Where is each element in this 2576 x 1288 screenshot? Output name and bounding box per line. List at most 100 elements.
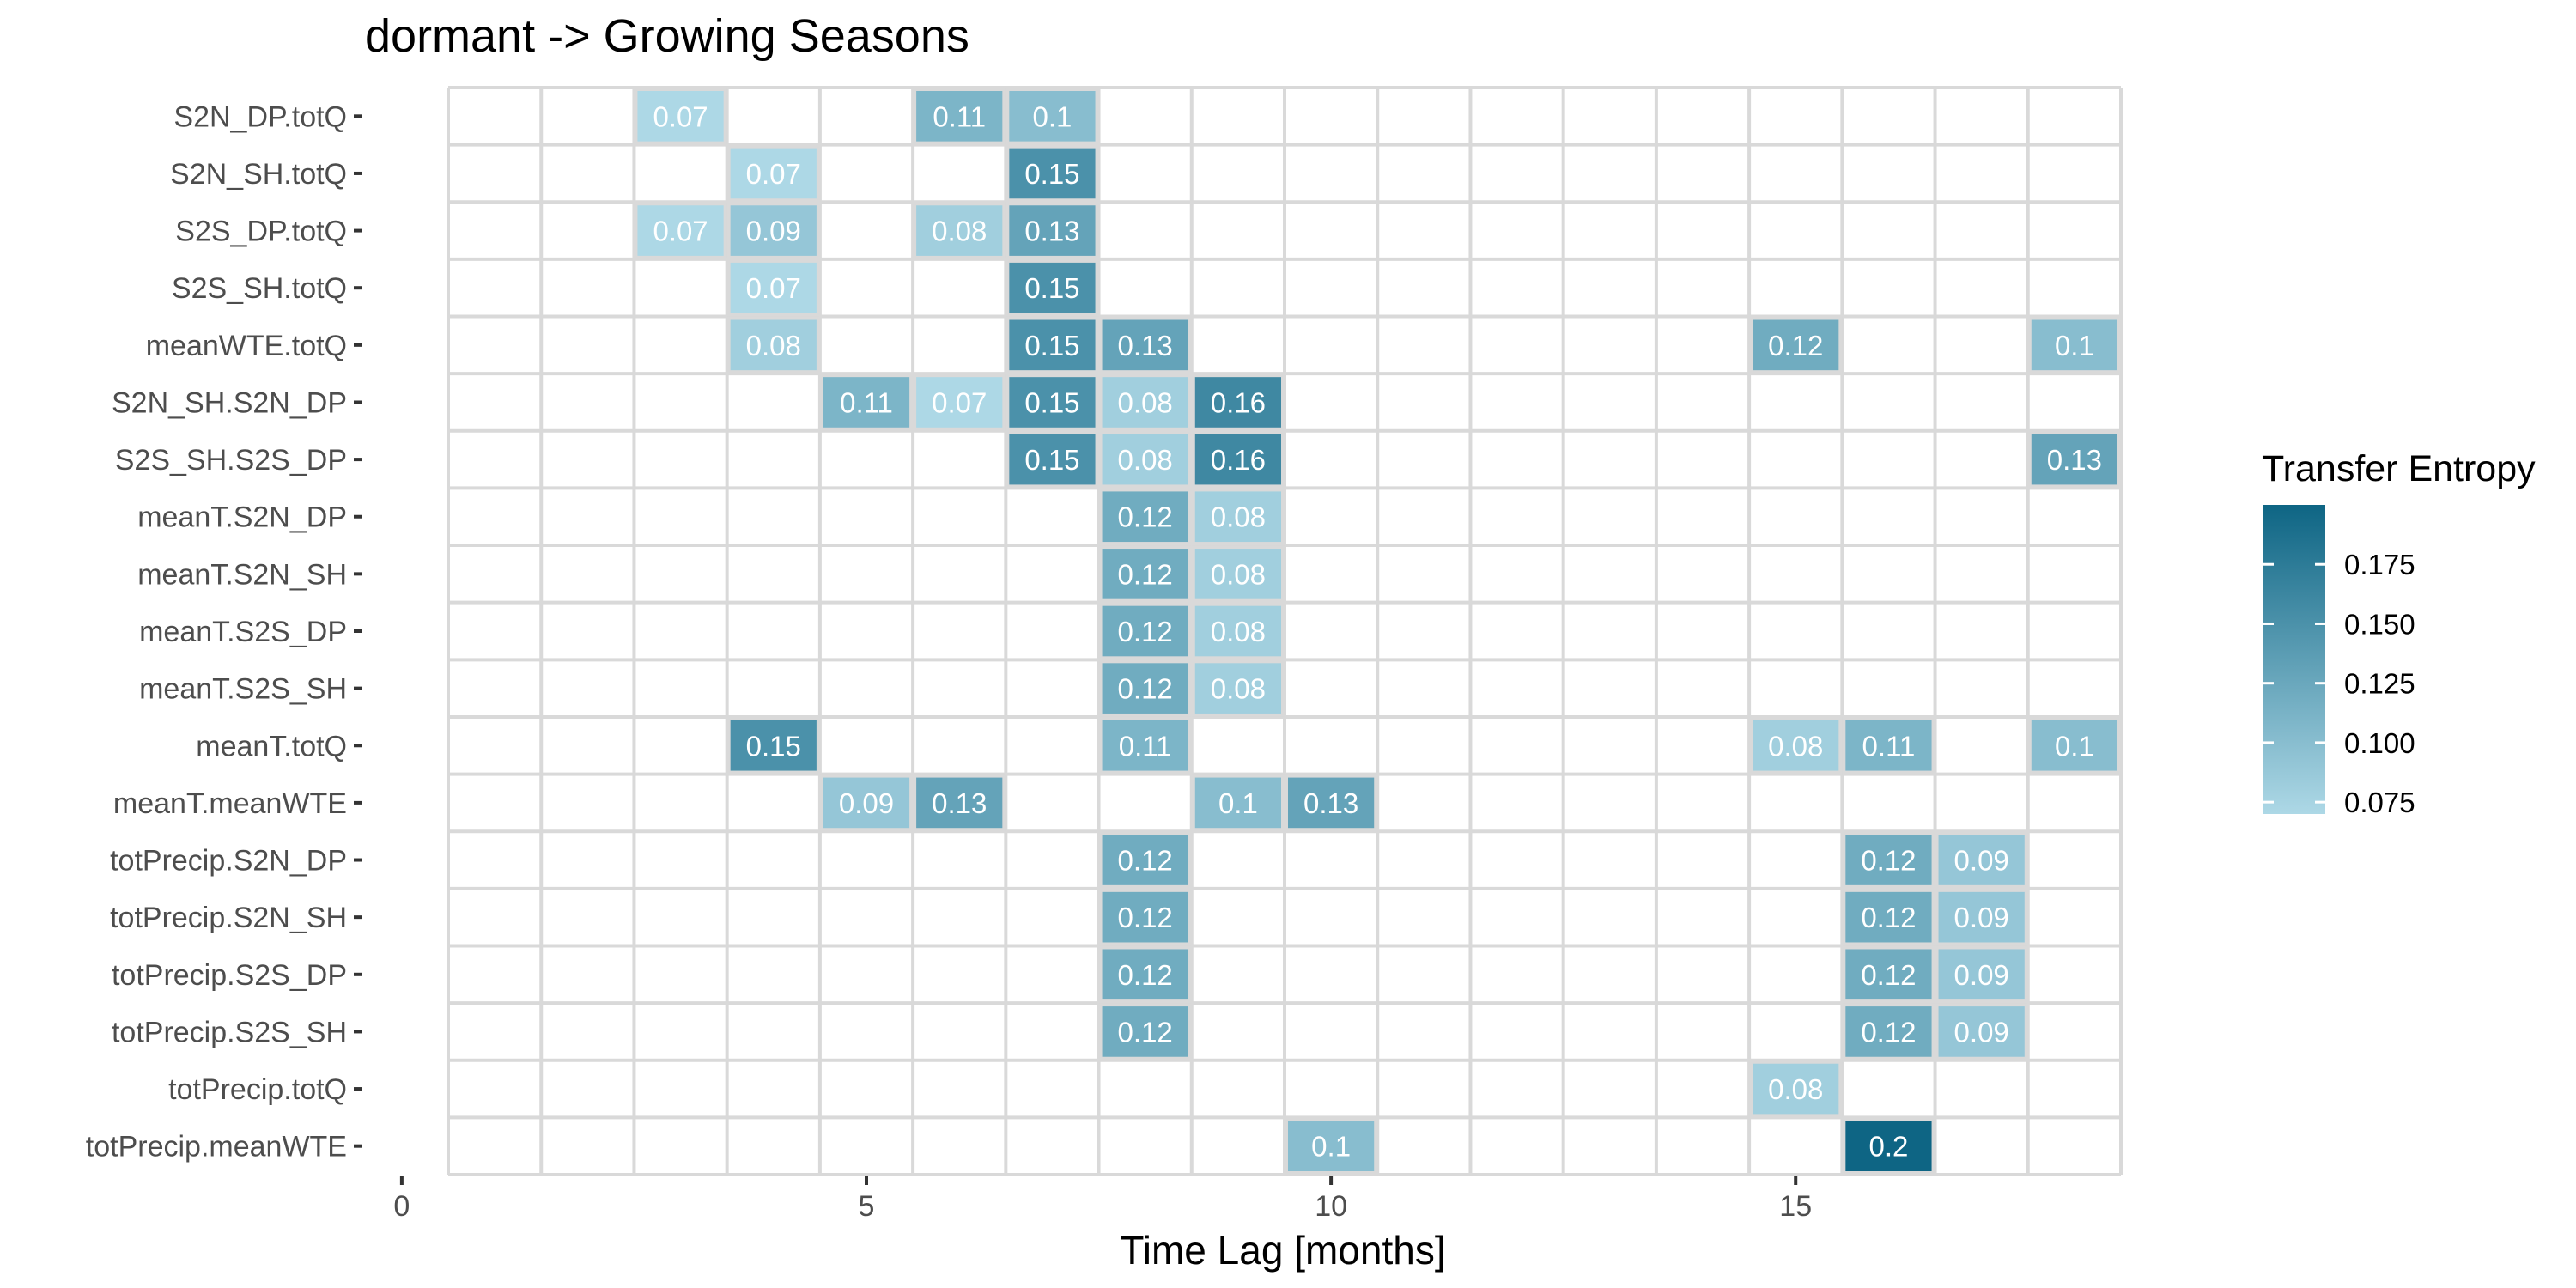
heatmap-cell [1191, 374, 1285, 431]
y-tick-label: meanWTE.totQ [146, 330, 347, 362]
heatmap-cell [1005, 430, 1099, 489]
cell-value-label: 0.15 [1024, 272, 1079, 304]
cell-value-label: 0.1 [1311, 1131, 1351, 1163]
cell-value-label: 0.08 [932, 216, 987, 247]
cell-value-label: 0.1 [1033, 100, 1072, 132]
heatmap-cell [1005, 202, 1099, 259]
heatmap-cell [1842, 945, 1935, 1004]
legend-tick-label: 0.075 [2344, 787, 2415, 818]
heatmap-cell [1191, 774, 1285, 832]
legend-tick-label: 0.175 [2344, 549, 2415, 580]
heatmap-cell [1749, 716, 1843, 775]
cell-value-label: 0.09 [1954, 1016, 2009, 1048]
heatmap-cell [819, 774, 914, 832]
cell-value-label: 0.12 [1118, 845, 1173, 877]
cell-value-label: 0.12 [1118, 558, 1173, 590]
heatmap-cell [1285, 774, 1378, 832]
cell-value-label: 0.12 [1118, 673, 1173, 705]
heatmap-cell [1935, 831, 2028, 889]
cell-value-label: 0.08 [1118, 386, 1173, 418]
heatmap-cell [913, 774, 1006, 832]
heatmap-cell [1842, 1117, 1935, 1175]
heatmap-cell [1191, 488, 1285, 546]
legend-tick-label: 0.125 [2344, 668, 2415, 700]
heatmap-cell [1098, 545, 1192, 603]
cell-value-label: 0.08 [1768, 730, 1823, 762]
x-axis: 0 5 10 15 [393, 1176, 1812, 1223]
cell-value-label: 0.12 [1118, 959, 1173, 991]
y-tick-label: meanT.S2S_SH [139, 673, 347, 706]
cell-value-label: 0.12 [1861, 959, 1916, 991]
cell-value-label: 0.11 [933, 100, 986, 132]
legend: Transfer Entropy 0.075 0.100 0.125 0.150 0.1… [2262, 448, 2536, 818]
cell-value-label: 0.12 [1861, 845, 1916, 877]
heatmap-cell [1098, 831, 1192, 889]
heatmap-cell [1098, 1003, 1192, 1060]
x-axis-title: Time Lag [months] [1120, 1228, 1445, 1273]
y-tick-label: totPrecip.meanWTE [86, 1131, 347, 1163]
heatmap-cell [819, 374, 914, 431]
cell-value-label: 0.09 [1954, 845, 2009, 877]
legend-title: Transfer Entropy [2262, 448, 2536, 489]
cell-value-label: 0.07 [653, 216, 708, 247]
cell-value-label: 0.15 [1024, 330, 1079, 361]
cell-value-label: 0.08 [1118, 444, 1173, 476]
y-tick-label: meanT.S2S_DP [139, 616, 347, 648]
grid-layer [447, 86, 2123, 1176]
cell-value-label: 0.12 [1118, 1016, 1173, 1048]
cell-value-label: 0.16 [1211, 386, 1266, 418]
cell-value-label: 0.09 [1954, 959, 2009, 991]
heatmap-cell [1935, 888, 2028, 946]
heatmap-cell [1098, 945, 1192, 1004]
heatmap-cell [1191, 602, 1285, 660]
heatmap-cell [1285, 1117, 1378, 1175]
heatmap-cell [634, 88, 727, 145]
heatmap-cell [1098, 488, 1192, 546]
x-tick-label: 10 [1315, 1190, 1347, 1223]
heatmap-cell [1098, 659, 1192, 717]
cell-value-label: 0.15 [1024, 158, 1079, 190]
legend-ticks: 0.075 0.100 0.125 0.150 0.175 [2263, 549, 2415, 818]
chart-title: dormant -> Growing Seasons [365, 10, 969, 62]
cell-value-label: 0.07 [746, 272, 801, 304]
heatmap-cell [913, 202, 1006, 259]
cell-value-label: 0.2 [1869, 1131, 1909, 1163]
cell-value-label: 0.12 [1768, 330, 1823, 361]
cell-value-label: 0.13 [1303, 787, 1358, 819]
heatmap-cell [726, 316, 820, 374]
cell-value-label: 0.15 [746, 730, 801, 762]
y-tick-label: meanT.meanWTE [113, 787, 347, 820]
y-tick-label: totPrecip.totQ [168, 1073, 347, 1106]
cell-value-label: 0.09 [839, 787, 894, 819]
cell-value-label: 0.09 [1954, 902, 2009, 933]
heatmap-cell [1749, 1060, 1843, 1118]
heatmap-cell [1098, 430, 1192, 489]
y-tick-label: S2N_DP.totQ [173, 100, 347, 133]
cell-value-label: 0.13 [932, 787, 987, 819]
x-tick-label: 0 [393, 1190, 410, 1223]
heatmap-cell [1098, 716, 1192, 775]
cells-layer: 0.07 0.11 0.1 0.07 0.15 0.07 0.09 0.08 0.13 0.07 0… [634, 88, 2122, 1175]
cell-value-label: 0.12 [1861, 902, 1916, 933]
cell-value-label: 0.07 [932, 386, 987, 418]
x-tick-label: 5 [859, 1190, 875, 1223]
heatmap-cell [1842, 831, 1935, 889]
cell-value-label: 0.1 [2055, 330, 2094, 361]
heatmap-cell [1749, 316, 1843, 374]
heatmap-cell [1005, 374, 1099, 431]
heatmap-cell [2027, 430, 2122, 489]
heatmap-cell [1098, 888, 1192, 946]
cell-value-label: 0.07 [746, 158, 801, 190]
cell-value-label: 0.1 [1218, 787, 1258, 819]
cell-value-label: 0.1 [2055, 730, 2094, 762]
y-tick-label: S2S_DP.totQ [175, 216, 347, 248]
cell-value-label: 0.16 [1211, 444, 1266, 476]
y-tick-label: meanT.S2N_SH [137, 558, 347, 591]
y-tick-label: S2S_SH.S2S_DP [115, 444, 347, 477]
heatmap-cell [1098, 602, 1192, 660]
heatmap-cell [1842, 716, 1935, 775]
cell-value-label: 0.08 [1211, 558, 1266, 590]
y-axis: S2N_DP.totQ S2N_SH.totQ S2S_DP.totQ S2S_SH.… [86, 100, 362, 1163]
cell-value-label: 0.12 [1118, 902, 1173, 933]
